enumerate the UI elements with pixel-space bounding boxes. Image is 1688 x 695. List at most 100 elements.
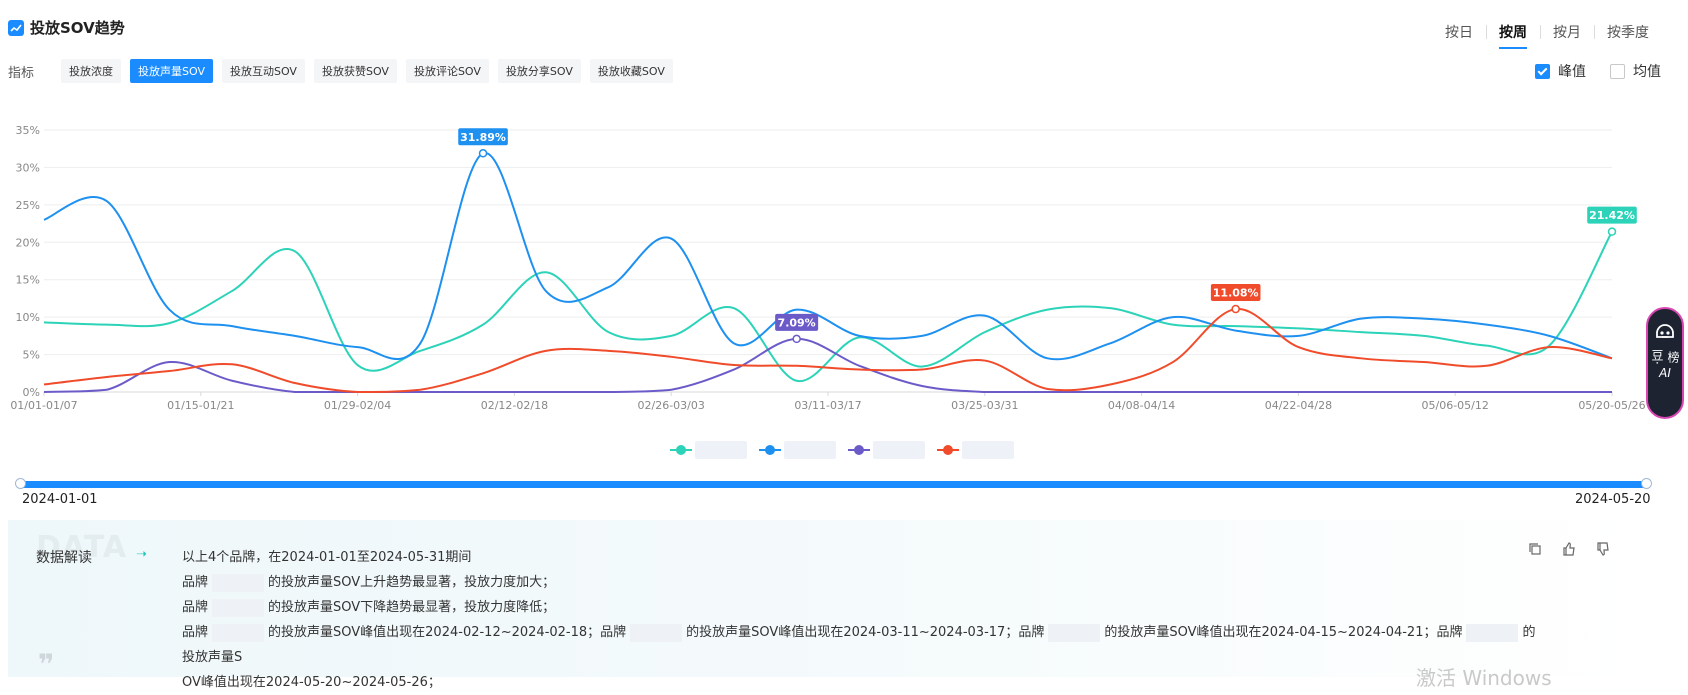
mean-toggle[interactable]: 均值 (1610, 61, 1661, 81)
brand-redacted (212, 573, 265, 592)
sov-line-chart: 0% 5% 10% 15% 20% 25% 30% 35% 01/01-01/07 01/15-0… (10, 124, 1645, 410)
peak-point-1 (478, 149, 488, 158)
interp-line-4: 品牌 的投放声量SOV峰值出现在2024-02-12~2024-02-18；品牌的… (182, 623, 1536, 665)
legend-purple-name-redacted (873, 441, 925, 459)
peak-label-2: 7.09% (778, 316, 816, 329)
brand-redacted (212, 598, 265, 617)
interp-line-2: 品牌 的投放声量SOV上升趋势最显著，投放力度加大； (182, 573, 556, 592)
x-tick-label: 03/25-03/31 (951, 399, 1018, 410)
copy-icon[interactable] (1528, 542, 1542, 556)
legend-item-red[interactable] (937, 441, 1014, 459)
brand-redacted (1466, 623, 1519, 642)
x-tick-label: 02/12-02/18 (481, 399, 548, 410)
brand-redacted (1048, 623, 1101, 642)
interp-actions (1528, 542, 1610, 556)
ai-assistant-button[interactable]: 榜豆· AI (1646, 307, 1684, 419)
tab-day[interactable]: 按日 (1445, 25, 1473, 41)
peak-label-0: 21.42% (1589, 209, 1635, 222)
metric-tab-volume-sov[interactable]: 投放声量SOV (130, 59, 213, 83)
data-interpretation-panel: DATA 数据解读 ➝ 以上4个品牌，在2024-01-01至2024-05-3… (8, 520, 1640, 690)
brand-redacted (212, 623, 265, 642)
series-line-3 (43, 308, 1613, 394)
x-tick-label: 01/15-01/21 (167, 399, 234, 410)
interp-line-3: 品牌 的投放声量SOV下降趋势最显著，投放力度降低； (182, 598, 556, 617)
legend-purple-swatch-icon (848, 445, 870, 455)
series-line-1 (43, 152, 1613, 361)
peak-label-bg-3 (1210, 284, 1261, 302)
peak-label-bg-0 (1587, 206, 1637, 224)
y-tick-label: 25% (16, 199, 40, 212)
series-line-0 (43, 231, 1613, 382)
interp-watermark: DATA (36, 530, 128, 565)
slider-start-date: 2024-01-01 (22, 492, 98, 507)
peak-toggle-label: 峰值 (1558, 64, 1586, 80)
chart-grid: 0% 5% 10% 15% 20% 25% 30% 35% 01/01-01/07 01/15-0… (10, 124, 1645, 410)
quote-icon: ❞ (38, 648, 55, 681)
brand-redacted (630, 623, 683, 642)
thumbs-down-icon[interactable] (1596, 542, 1610, 556)
x-tick-label: 04/08-04/14 (1108, 399, 1175, 410)
page-title-text: 投放SOV趋势 (30, 19, 125, 37)
x-tick-label: 01/29-02/04 (324, 399, 391, 410)
chart-labels: 21.42% 31.89% 7.09% 11.08% (458, 128, 1637, 331)
x-tick-label: 05/20-05/26 (1578, 399, 1645, 410)
legend-item-blue[interactable] (759, 441, 836, 459)
x-tick-label: 04/22-04/28 (1265, 399, 1332, 410)
slider-end-handle[interactable] (1641, 478, 1652, 489)
metric-tabs: 投放浓度 投放声量SOV 投放互动SOV 投放获赞SOV 投放评论SOV 投放分… (61, 59, 673, 83)
ai-assistant-text: 榜豆· (1650, 349, 1680, 365)
y-tick-label: 0% (23, 386, 40, 399)
peak-label-1: 31.89% (460, 131, 506, 144)
interp-line-1: 以上4个品牌，在2024-01-01至2024-05-31期间 (182, 550, 472, 565)
metric-tab-comments-sov[interactable]: 投放评论SOV (405, 59, 489, 83)
mean-checkbox[interactable] (1610, 63, 1625, 79)
x-tick-label: 02/26-03/03 (638, 399, 705, 410)
slider-start-handle[interactable] (15, 478, 26, 489)
peak-checkbox[interactable] (1535, 63, 1550, 79)
metric-label: 指标 (8, 66, 35, 81)
legend-blue-swatch-icon (759, 445, 781, 455)
legend-item-purple[interactable] (848, 441, 925, 459)
tab-quarter[interactable]: 按季度 (1594, 22, 1662, 42)
legend-teal-swatch-icon (670, 445, 692, 455)
metric-tab-likes-sov[interactable]: 投放获赞SOV (313, 59, 397, 83)
x-tick-label: 01/01-01/07 (10, 399, 77, 410)
slider-end-date: 2024-05-20 (1575, 492, 1651, 507)
peak-toggle[interactable]: 峰值 (1535, 61, 1586, 81)
metric-tab-favorites-sov[interactable]: 投放收藏SOV (589, 59, 673, 83)
peak-label-bg-2 (775, 313, 819, 331)
y-tick-label: 35% (16, 124, 40, 137)
interp-line-5: OV峰值出现在2024-05-20~2024-05-26； (182, 675, 441, 690)
chart-legend (670, 441, 1014, 459)
peak-label-3: 11.08% (1213, 287, 1259, 300)
peak-point-3 (1231, 304, 1240, 314)
interp-text: 以上4个品牌，在2024-01-01至2024-05-31期间 品牌 的投放声量S… (182, 545, 1542, 695)
metric-tab-density[interactable]: 投放浓度 (61, 59, 121, 83)
legend-red-name-redacted (962, 441, 1014, 459)
chart-series (43, 149, 1617, 394)
peak-label-bg-1 (458, 128, 508, 146)
legend-item-teal[interactable] (670, 441, 747, 459)
arrow-right-icon: ➝ (136, 547, 147, 562)
tab-week[interactable]: 按周 (1486, 22, 1540, 49)
peak-point-0 (1607, 227, 1617, 236)
tab-month[interactable]: 按月 (1540, 22, 1594, 42)
legend-blue-name-redacted (784, 441, 836, 459)
robot-face-icon (1656, 324, 1674, 338)
metric-tab-interaction-sov[interactable]: 投放互动SOV (221, 59, 305, 83)
series-line-2 (43, 337, 1612, 394)
thumbs-up-icon[interactable] (1562, 542, 1576, 556)
y-tick-label: 20% (16, 236, 40, 249)
trend-chart-icon (8, 19, 24, 36)
metric-tab-shares-sov[interactable]: 投放分享SOV (497, 59, 581, 83)
value-toggles: 峰值 均值 (1535, 61, 1661, 81)
legend-red-swatch-icon (937, 445, 959, 455)
y-tick-label: 5% (23, 349, 40, 362)
y-tick-label: 30% (16, 161, 40, 174)
period-tabs: 按日 按周 按月 按季度 (1432, 22, 1662, 49)
x-tick-label: 05/06-05/12 (1422, 399, 1489, 410)
x-tick-label: 03/11-03/17 (794, 399, 861, 410)
interp-title: 数据解读 (36, 550, 92, 566)
mean-toggle-label: 均值 (1633, 64, 1661, 80)
date-range-slider[interactable] (18, 481, 1648, 488)
